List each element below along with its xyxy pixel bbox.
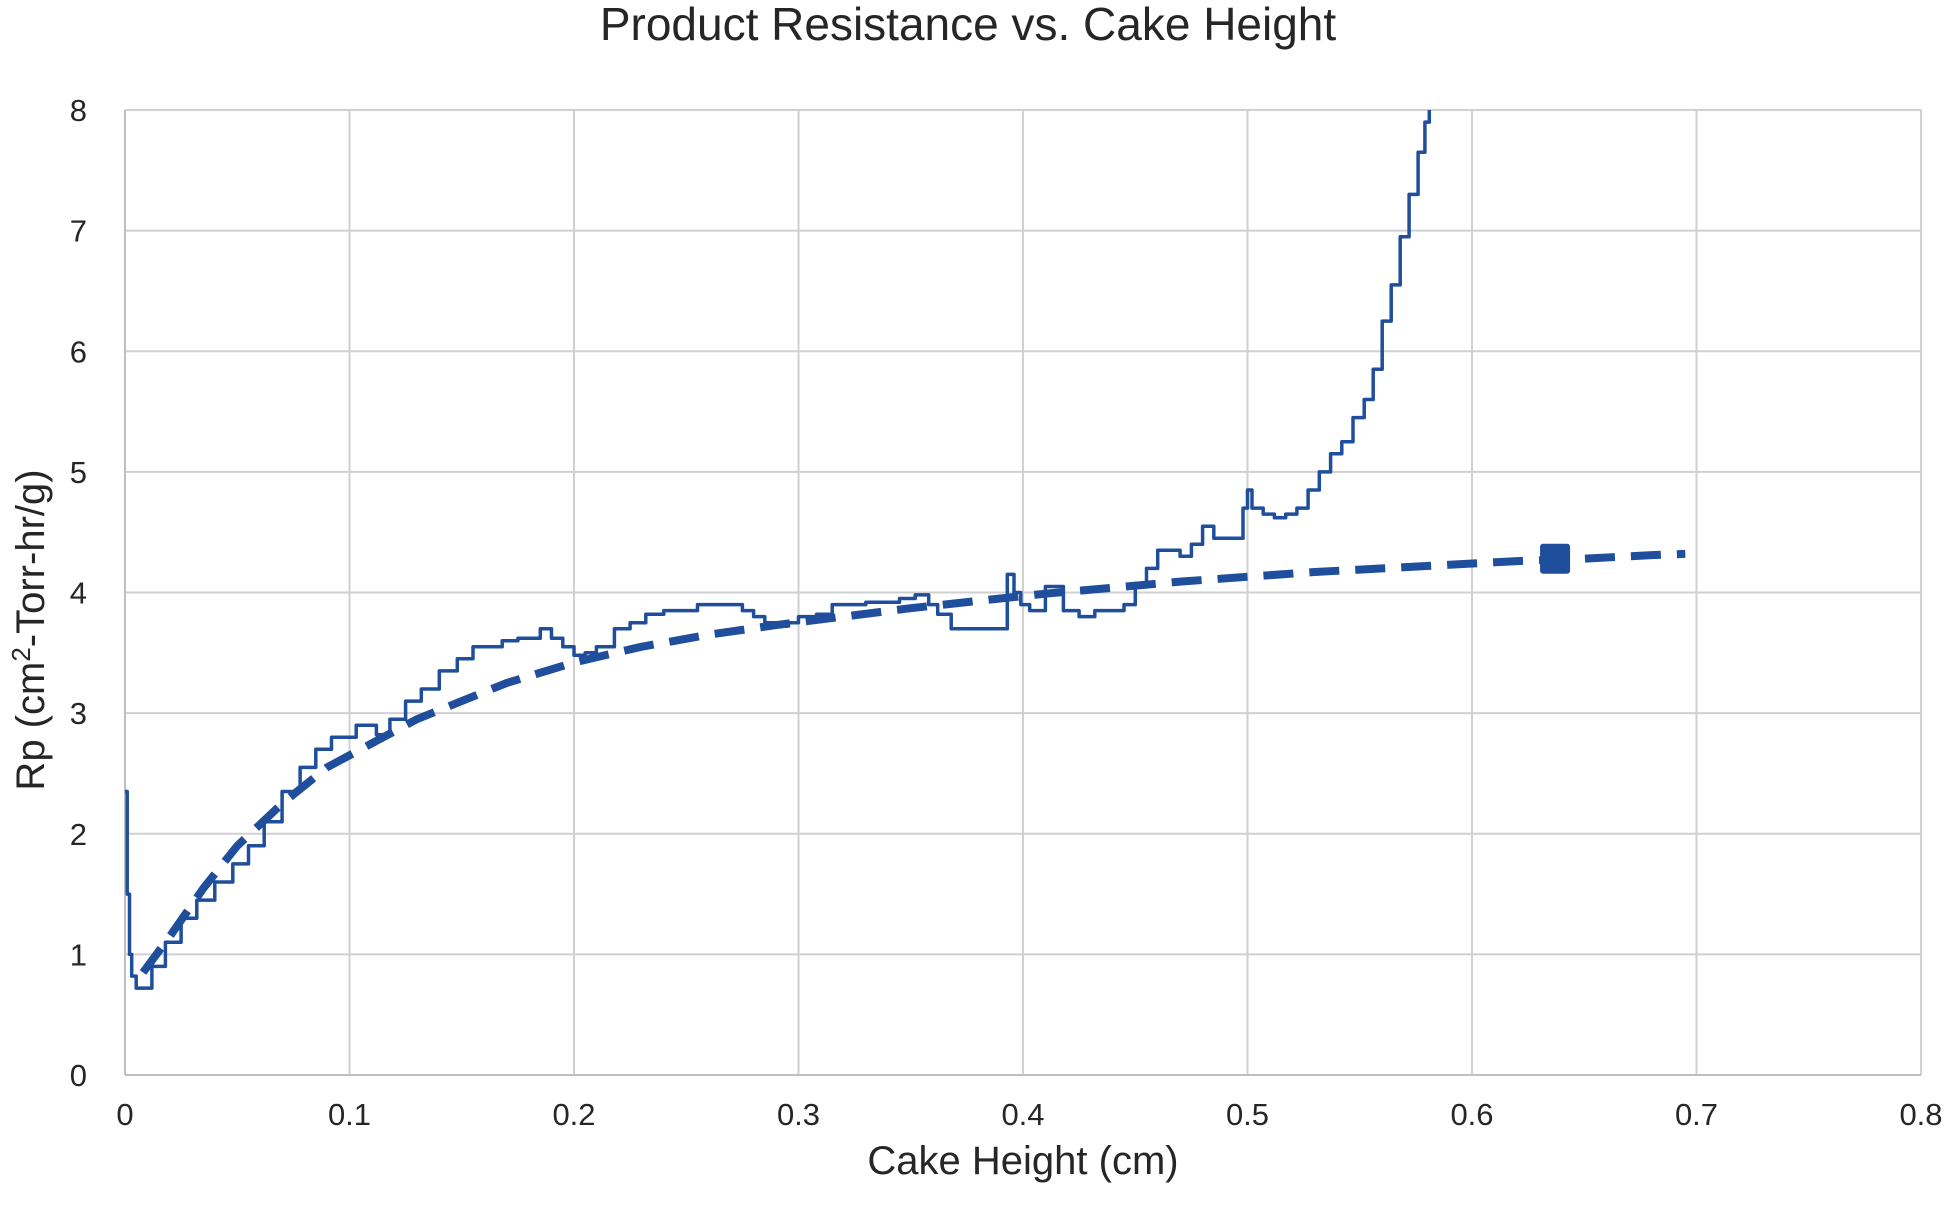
y-tick-label: 4 <box>70 576 87 611</box>
x-tick-label: 0.4 <box>1001 1097 1044 1132</box>
series-layer <box>125 110 1686 990</box>
y-tick-label: 3 <box>70 696 87 731</box>
y-tick-label: 2 <box>70 817 87 852</box>
x-tick-label: 0.5 <box>1226 1097 1269 1132</box>
chart-title: Product Resistance vs. Cake Height <box>600 0 1337 50</box>
y-tick-label: 5 <box>70 455 87 490</box>
x-tick-label: 0.1 <box>328 1097 371 1132</box>
x-tick-label: 0.7 <box>1675 1097 1718 1132</box>
y-tick-label: 8 <box>70 93 87 128</box>
x-tick-label: 0.6 <box>1450 1097 1493 1132</box>
x-tick-label: 0.8 <box>1899 1097 1942 1132</box>
x-tick-label: 0.2 <box>552 1097 595 1132</box>
y-axis-label-suffix: -Torr-hr/g) <box>9 469 53 647</box>
tick-labels: 0 0.1 0.2 0.3 0.4 0.5 0.6 0.7 0.8 0 1 2 3 4 5 6 7 8 <box>70 93 1943 1132</box>
series-fit-line <box>139 549 1686 975</box>
y-tick-label: 7 <box>70 214 87 249</box>
y-axis-label: Rp (cm2-Torr-hr/g) <box>6 469 53 790</box>
x-tick-label: 0.3 <box>777 1097 820 1132</box>
grid-layer <box>125 109 1922 1075</box>
y-tick-label: 6 <box>70 334 87 369</box>
x-axis-label: Cake Height (cm) <box>867 1139 1178 1183</box>
square-marker <box>1540 543 1571 574</box>
y-tick-label: 0 <box>70 1058 87 1093</box>
y-tick-label: 1 <box>70 937 87 972</box>
y-axis-label-sup: 2 <box>6 647 36 661</box>
axis-layer <box>124 110 1921 1076</box>
y-axis-label-prefix: Rp (cm <box>9 662 53 791</box>
series-measured-line <box>125 110 1432 990</box>
x-tick-label: 0 <box>116 1097 133 1132</box>
